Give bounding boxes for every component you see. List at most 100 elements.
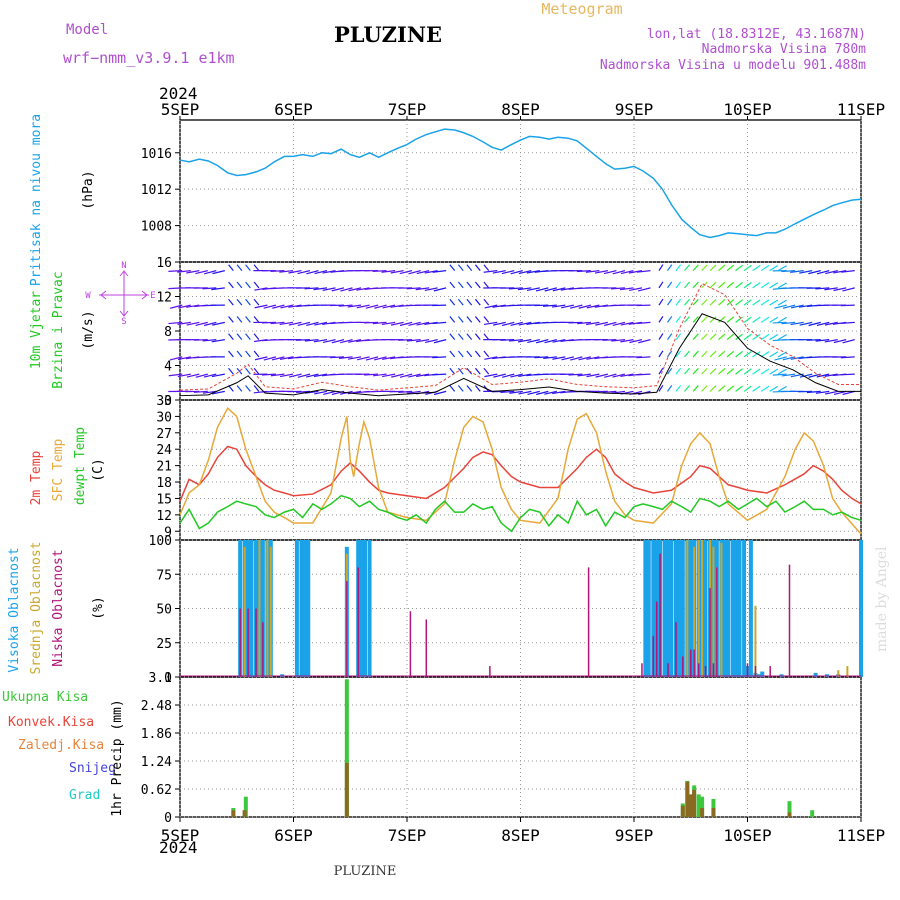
wind-arrow [666,281,673,289]
wind-arrow [552,287,566,292]
wind-arrow [743,385,752,392]
wind-arrow [186,321,200,326]
wind-arrow [399,270,413,275]
wind-arrow [620,270,634,275]
wind-arrow [457,298,464,306]
low-cloud-bar [704,666,707,677]
wind-arrow [253,350,260,358]
wind-arrow [390,304,404,308]
temp-unit: (C) [91,458,106,481]
wind-arrow [774,304,787,309]
wind-arrow [718,350,726,358]
wind-arrow [658,333,664,340]
wind-arrow [735,350,743,358]
wind-arrow [636,356,651,359]
wind-arrow [726,316,735,323]
wind-arrow [306,321,319,327]
conv-precip-bar [680,805,685,817]
wind-arrow [586,304,600,309]
low-cloud-bar [489,666,491,677]
wind-arrow [253,385,260,392]
wind-arrow [709,298,717,306]
wind-arrow [449,367,456,375]
wind-arrow [408,321,421,327]
wind-arrow [466,298,473,306]
wind-arrow [542,304,557,307]
wind-arrow [500,390,515,394]
high-cloud-bar [726,540,731,677]
high-cloud-bar [737,540,742,677]
legend-freezing-rain: Zaledj.Kisa [18,738,104,753]
wind-arrow [365,304,379,309]
wind-arrow [457,264,464,272]
high-cloud-bar [734,540,739,677]
wind-arrow [202,339,217,342]
wind-arrow [356,356,370,361]
wind-gust-line [179,282,861,391]
wind-arrow [781,321,796,325]
temp-ylabel-2m: 2m Temp [29,450,44,505]
low-cloud-bar [255,608,257,677]
wind-arrow [509,339,523,342]
wind-arrow [620,339,634,343]
wind-arrow [790,270,804,273]
wind-arrow [211,373,225,378]
conv-precip-bar [692,789,697,817]
wind-arrow [815,339,830,342]
wind-arrow [314,390,328,395]
wind-arrow [602,339,617,341]
wind-arrow [666,385,673,392]
wind-arrow [568,373,583,376]
wind-arrow [658,350,664,358]
wind-arrow [356,304,370,309]
cloud-ytick-label: 25 [156,637,172,652]
wind-arrow [297,373,311,378]
pressure-ylabel: Pritisak na nivou mora [29,114,44,286]
wind-arrow [449,385,456,392]
wind-arrow [474,367,481,375]
wind-arrow [551,304,566,308]
wind-arrow [245,367,251,375]
total-precip-bar [344,679,349,817]
temp-dewpt-line [179,494,862,533]
wind-ytick-label: 12 [156,291,172,306]
wind-arrow [236,264,243,272]
pressure-unit: (hPa) [81,170,96,209]
wind-arrow [322,339,336,344]
wind-arrow [701,333,708,341]
high-cloud-bar [742,540,747,677]
mid-cloud-bar [697,540,700,677]
wind-arrow [457,385,464,392]
wind-arrow [658,264,664,271]
wind-arrow [666,367,673,375]
wind-arrow [211,287,225,291]
wind-arrow [186,373,200,378]
high-cloud-bar [306,540,311,677]
wind-arrow [629,287,643,292]
mid-cloud-bar [686,540,689,677]
wind-arrow [684,281,690,289]
wind-arrow [611,339,625,342]
high-cloud-bar [359,540,364,677]
wind-arrow [492,270,506,274]
high-cloud-bar [703,540,708,677]
wind-arrow [390,270,404,274]
mid-cloud-bar [712,546,715,677]
legend-conv-rain: Konvek.Kisa [8,715,94,730]
xtick-label-bottom: 5SEP [161,826,200,845]
wind-arrow [432,356,447,359]
wind-arrow [340,287,353,292]
xtick-label-top: 7SEP [388,100,427,119]
wind-arrow [769,282,779,289]
wind-arrow [684,367,690,375]
wind-arrow [543,356,557,360]
wind-arrow [726,333,735,341]
wind-arrow [449,350,456,358]
wind-arrow [245,333,251,341]
wind-arrow [790,321,804,326]
precip-ytick-label: 1.24 [141,755,172,770]
wind-arrow [808,270,821,275]
wind-arrow [709,367,717,375]
wind-ytick-label: 0 [164,394,172,409]
wind-arrow [692,333,699,341]
